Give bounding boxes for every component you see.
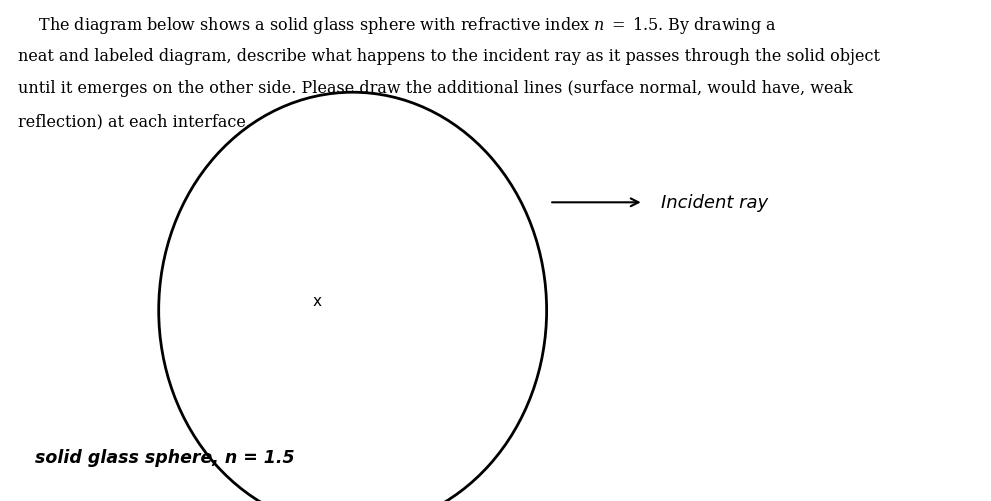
Text: neat and labeled diagram, describe what happens to the incident ray as it passes: neat and labeled diagram, describe what … [18,48,880,65]
Text: solid glass sphere, n = 1.5: solid glass sphere, n = 1.5 [36,448,295,466]
Text: x: x [313,293,322,308]
Text: The diagram below shows a solid glass sphere with refractive index $n\;=\;1.5$. : The diagram below shows a solid glass sp… [18,15,776,36]
Text: until it emerges on the other side. Please draw the additional lines (surface no: until it emerges on the other side. Plea… [18,80,852,97]
Text: Incident ray: Incident ray [661,194,768,212]
Text: reflection) at each interface.: reflection) at each interface. [18,113,251,130]
